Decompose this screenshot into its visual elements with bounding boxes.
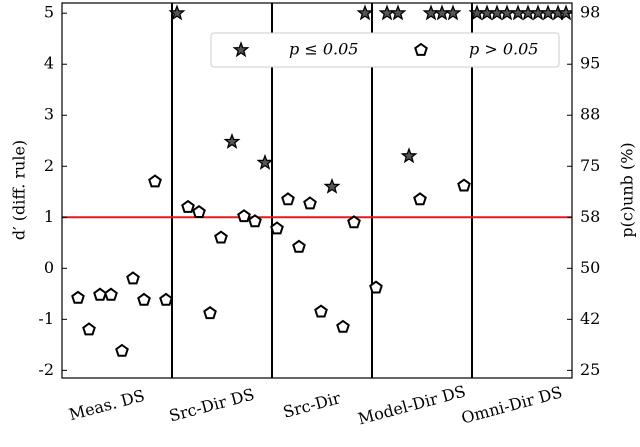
y2-tick-label: 98 <box>580 3 600 22</box>
y-tick-label: 4 <box>44 54 54 73</box>
pentagon-marker <box>281 192 295 206</box>
pentagon-marker <box>181 199 195 213</box>
y-tick-label: 3 <box>44 105 54 124</box>
legend-marker <box>232 41 250 58</box>
y-axis-label: d′ (diff. rule) <box>10 140 29 240</box>
y-tick-label: 2 <box>44 156 54 175</box>
pentagon-marker <box>126 271 140 285</box>
pentagon-marker <box>369 280 383 294</box>
pentagon-marker <box>270 221 284 235</box>
pentagon-marker <box>347 215 361 229</box>
plot <box>62 3 572 378</box>
pentagon-marker <box>214 230 228 244</box>
legend-marker <box>414 42 428 56</box>
star-marker <box>433 4 451 21</box>
pentagon-marker <box>148 174 162 188</box>
group-label: Src-Dir <box>281 388 343 422</box>
y2-tick-label: 88 <box>580 105 600 124</box>
pentagon-marker <box>82 322 96 336</box>
star-marker <box>378 4 396 21</box>
star-marker <box>389 4 407 21</box>
frame <box>61 2 573 379</box>
y2-tick-label: 95 <box>580 54 600 73</box>
pentagon-marker <box>457 178 471 192</box>
legend-box <box>210 32 560 68</box>
y-tick-label: 5 <box>44 3 54 22</box>
pentagon-marker <box>248 214 262 228</box>
y2-axis-label: p(c)unb (%) <box>618 142 637 237</box>
y-tick-label: 0 <box>44 258 54 277</box>
pentagon-marker <box>237 209 251 223</box>
pentagon-marker <box>413 192 427 206</box>
pentagon-marker <box>104 287 118 301</box>
pentagon-marker <box>336 319 350 333</box>
legend-label: p ≤ 0.05 <box>289 40 358 59</box>
pentagon-marker <box>93 287 107 301</box>
pentagon-marker <box>314 304 328 318</box>
pentagon-marker <box>203 305 217 320</box>
y-tick-label: 1 <box>44 207 54 226</box>
y2-tick-label: 75 <box>580 156 600 175</box>
group-label: Model-Dir DS <box>356 382 468 429</box>
star-marker <box>444 4 462 21</box>
y2-tick-label: 58 <box>580 207 600 226</box>
y-tick-label: -2 <box>38 360 54 379</box>
legend-label: p > 0.05 <box>469 40 538 59</box>
y2-tick-label: 25 <box>580 360 600 379</box>
pentagon-marker <box>292 239 306 253</box>
star-marker <box>400 147 418 164</box>
star-marker <box>323 177 341 194</box>
y-tick-label: -1 <box>38 309 54 328</box>
y2-tick-label: 42 <box>580 309 600 328</box>
star-marker <box>256 153 274 170</box>
star-marker <box>168 4 186 21</box>
group-label: Src-Dir DS <box>167 385 256 426</box>
pentagon-marker <box>115 343 129 357</box>
pentagon-marker <box>192 204 206 218</box>
star-marker <box>223 132 241 149</box>
star-marker <box>356 4 374 21</box>
group-label: Omni-Dir DS <box>459 382 564 427</box>
pentagon-marker <box>159 292 173 306</box>
star-marker <box>498 4 516 21</box>
pentagon-marker <box>303 196 317 210</box>
pentagon-marker <box>71 290 85 304</box>
pentagon-marker <box>137 292 151 306</box>
star-marker <box>557 4 572 21</box>
group-label: Meas. DS <box>67 386 147 424</box>
star-marker <box>422 4 440 21</box>
y2-tick-label: 50 <box>580 258 600 277</box>
